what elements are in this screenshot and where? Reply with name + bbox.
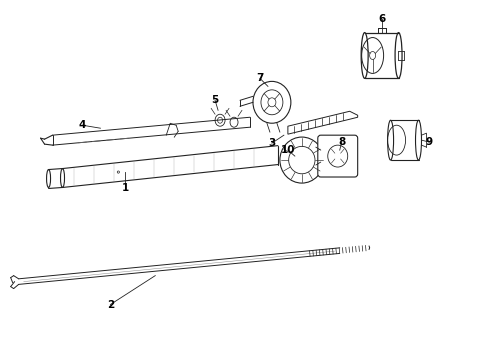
Ellipse shape (361, 32, 368, 78)
Text: 4: 4 (79, 120, 86, 130)
Text: 10: 10 (281, 145, 295, 155)
Text: 6: 6 (378, 14, 385, 24)
FancyBboxPatch shape (318, 135, 358, 177)
Text: 5: 5 (212, 95, 219, 105)
Text: 9: 9 (426, 137, 433, 147)
Text: 8: 8 (338, 137, 345, 147)
Ellipse shape (280, 137, 324, 183)
Text: 3: 3 (269, 138, 275, 148)
Text: 1: 1 (122, 183, 129, 193)
Ellipse shape (253, 81, 291, 123)
Text: 7: 7 (256, 73, 264, 84)
Ellipse shape (416, 120, 421, 160)
Ellipse shape (395, 32, 402, 78)
Ellipse shape (388, 120, 393, 160)
Polygon shape (288, 111, 358, 134)
Text: 2: 2 (107, 300, 114, 310)
